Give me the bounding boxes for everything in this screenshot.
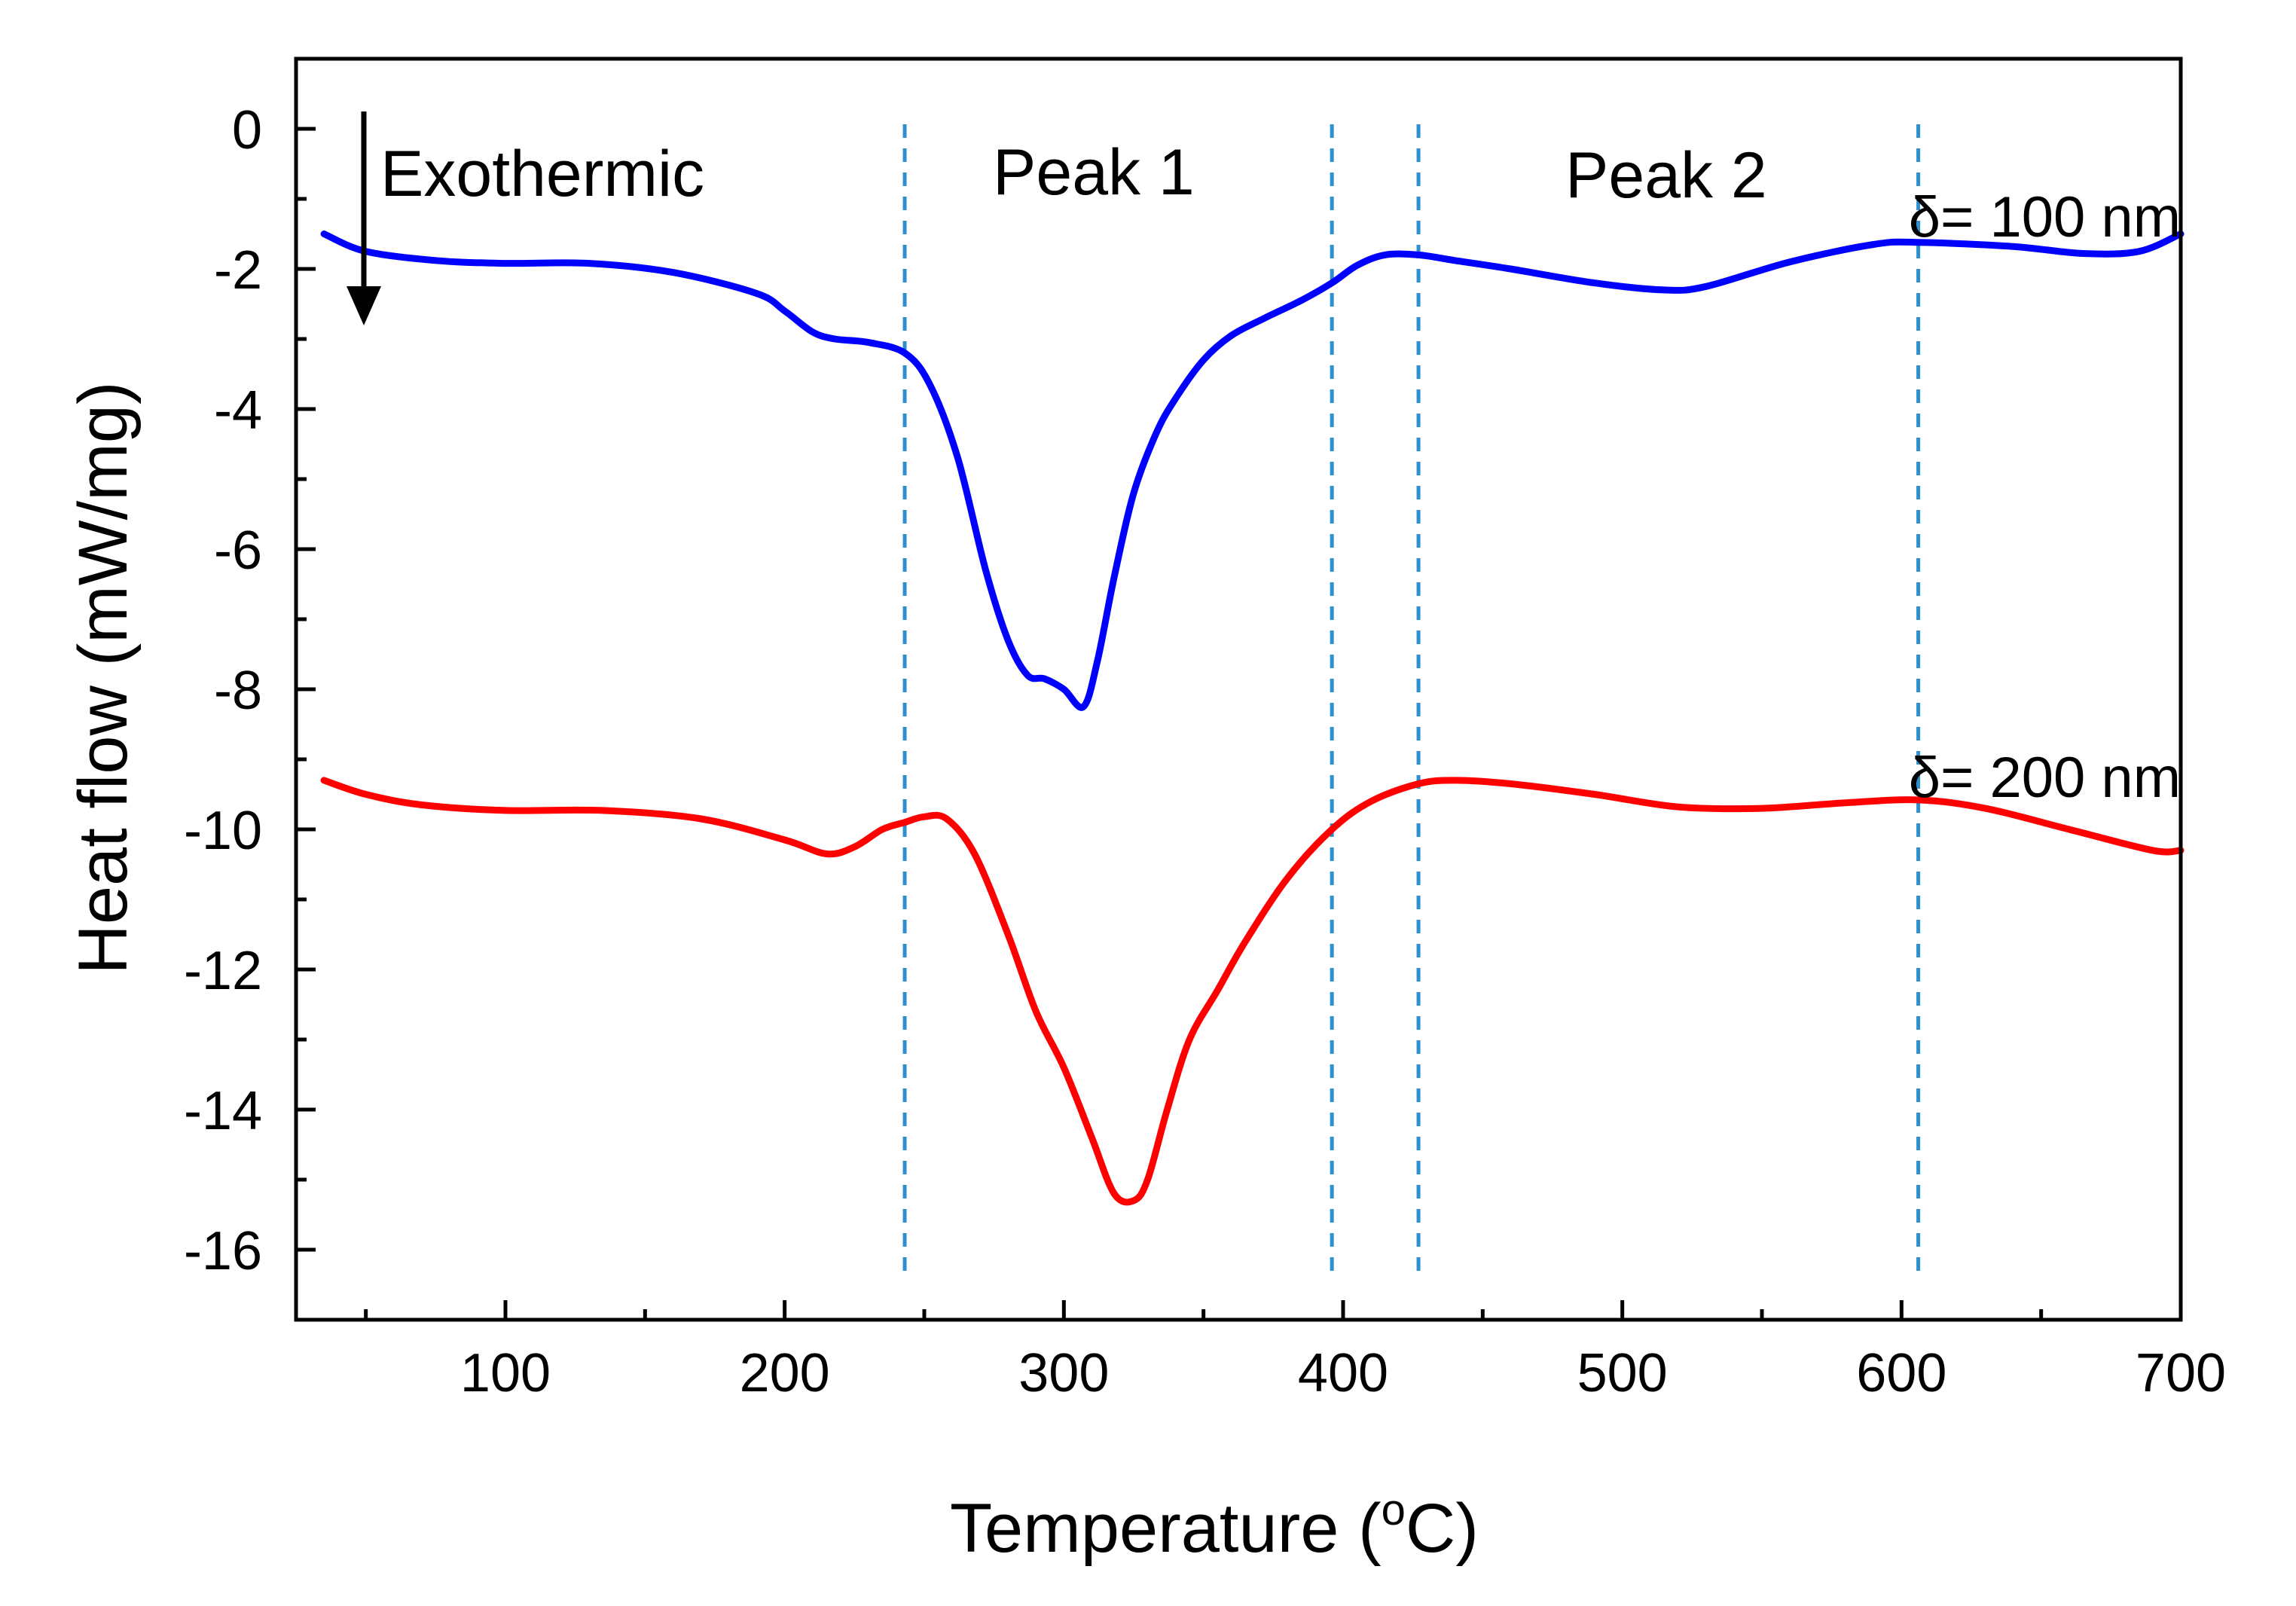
y-tick-label--6: -6: [214, 521, 262, 581]
x-axis: 100 200 300 400 500 600 700: [364, 1300, 2226, 1403]
y-tick-label--16: -16: [184, 1221, 262, 1281]
y-tick-label--8: -8: [214, 661, 262, 721]
x-tick-label-600: 600: [1856, 1343, 1946, 1403]
x-axis-title-end: C): [1406, 1490, 1479, 1567]
series-line-200nm: [320, 777, 2185, 1206]
series-line-100nm: [320, 231, 2185, 711]
x-axis-title-superscript: o: [1382, 1485, 1406, 1534]
y-tick-label--14: -14: [184, 1081, 262, 1141]
peak-1-label: Peak 1: [993, 136, 1195, 209]
x-tick-label-200: 200: [740, 1343, 830, 1403]
x-tick-label-100: 100: [460, 1343, 551, 1403]
x-tick-label-700: 700: [2136, 1343, 2226, 1403]
x-tick-label-300: 300: [1018, 1343, 1109, 1403]
exothermic-label: Exothermic: [380, 138, 704, 210]
x-tick-label-400: 400: [1298, 1343, 1388, 1403]
y-tick-label--10: -10: [184, 801, 262, 861]
y-tick-label--12: -12: [184, 941, 262, 1001]
y-tick-label--2: -2: [214, 240, 262, 301]
peak-2-label: Peak 2: [1565, 139, 1767, 212]
x-tick-label-500: 500: [1577, 1343, 1668, 1403]
y-tick-label-0: 0: [232, 100, 262, 160]
x-axis-title-main: Temperature (: [950, 1490, 1382, 1567]
y-tick-label--4: -4: [214, 380, 262, 441]
y-axis-title: Heat flow (mW/mg): [65, 381, 142, 974]
exothermic-arrow-icon: [347, 111, 381, 325]
reference-lines: [902, 124, 1921, 1281]
series-label-200nm: δ= 200 nm: [1909, 746, 2181, 810]
x-axis-title: Temperature (oC): [950, 1485, 1479, 1567]
y-axis: 0 -2 -4 -6 -8 -10 -12 -14 -16: [184, 100, 316, 1281]
series-layer: [320, 231, 2185, 1206]
plot-frame: [294, 56, 2183, 1322]
series-label-100nm: δ= 100 nm: [1909, 185, 2181, 249]
